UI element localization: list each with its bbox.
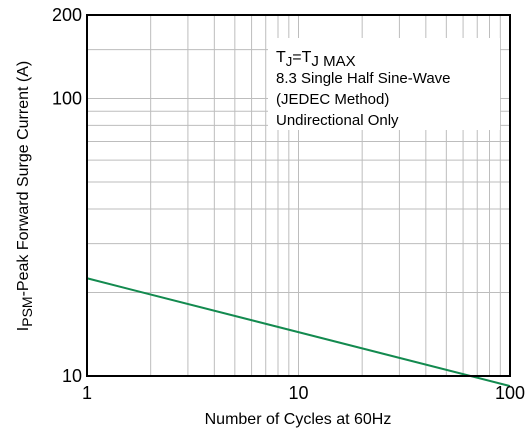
series-line (86, 277, 511, 388)
series-layer (86, 277, 511, 388)
annotation-sub2: J MAX (311, 53, 355, 70)
y-axis-title-main: I (15, 327, 32, 331)
annotation-box: TJ=TJ MAX 8.3 Single Half Sine-Wave (JED… (268, 38, 500, 130)
x-axis-title: Number of Cycles at 60Hz (205, 411, 392, 428)
x-tick-label: 1 (82, 383, 92, 403)
y-axis-title-sub: PSM (19, 296, 35, 326)
y-tick-label: 10 (62, 366, 82, 386)
annotation-line-4: Undirectional Only (276, 112, 399, 129)
y-tick-label: 200 (52, 5, 82, 25)
y-axis-title: IPSM-Peak Forward Surge Current (A) (15, 61, 35, 331)
x-tick-label: 10 (288, 383, 308, 403)
annotation-line-2: 8.3 Single Half Sine-Wave (276, 70, 451, 87)
x-tick-label: 100 (495, 383, 525, 403)
annotation-sub1: J (286, 54, 293, 69)
annotation-mid: =T (292, 49, 311, 66)
y-tick-label: 100 (52, 89, 82, 109)
y-axis-title-rest: -Peak Forward Surge Current (A) (15, 61, 32, 297)
annotation-background (268, 38, 500, 130)
plot-frame (86, 14, 511, 377)
annotation-line-1: TJ=TJ MAX (276, 49, 356, 70)
annotation-line-3: (JEDEC Method) (276, 91, 389, 108)
annotation-t1: T (276, 49, 286, 66)
